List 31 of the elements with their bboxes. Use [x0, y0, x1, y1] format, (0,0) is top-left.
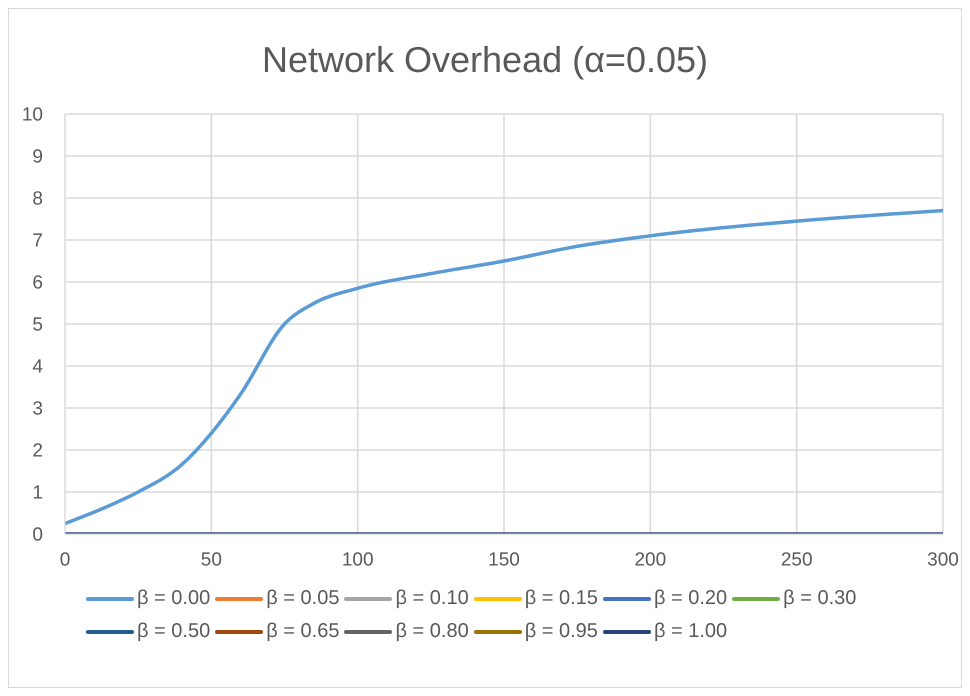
y-tick-label: 7: [32, 230, 43, 252]
x-tick-label: 300: [927, 549, 959, 570]
legend-label: β = 0.95: [524, 620, 598, 643]
legend-label: β = 1.00: [654, 620, 728, 643]
x-tick-label: 100: [342, 549, 374, 570]
x-tick-label: 0: [60, 549, 70, 570]
y-tick-label: 9: [32, 146, 43, 168]
y-tick-label: 3: [32, 398, 43, 420]
y-tick-label: 2: [32, 440, 43, 462]
legend-label: β = 0.65: [266, 620, 340, 643]
y-tick-label: 5: [32, 314, 43, 336]
legend-label: β = 0.20: [654, 587, 728, 610]
x-tick-label: 50: [200, 549, 222, 570]
y-tick-label: 8: [32, 188, 43, 210]
legend-label: β = 0.10: [395, 587, 469, 610]
y-tick-label: 4: [32, 356, 44, 378]
legend-label: β = 0.30: [783, 587, 856, 610]
legend-label: β = 0.00: [137, 587, 210, 610]
x-tick-label: 200: [634, 549, 666, 570]
legend-label: β = 0.05: [266, 587, 340, 610]
y-tick-label: 1: [32, 482, 43, 504]
y-tick-label: 10: [22, 104, 43, 126]
legend-label: β = 0.80: [395, 620, 469, 643]
x-tick-label: 250: [780, 549, 813, 570]
x-tick-label: 150: [488, 549, 520, 570]
y-tick-label: 6: [32, 272, 43, 294]
chart-title: Network Overhead (α=0.05): [260, 38, 709, 82]
legend-label: β = 0.15: [524, 587, 598, 610]
line-series: [65, 208, 943, 526]
legend-label: β = 0.50: [137, 620, 210, 643]
y-tick-label: 0: [32, 524, 43, 546]
